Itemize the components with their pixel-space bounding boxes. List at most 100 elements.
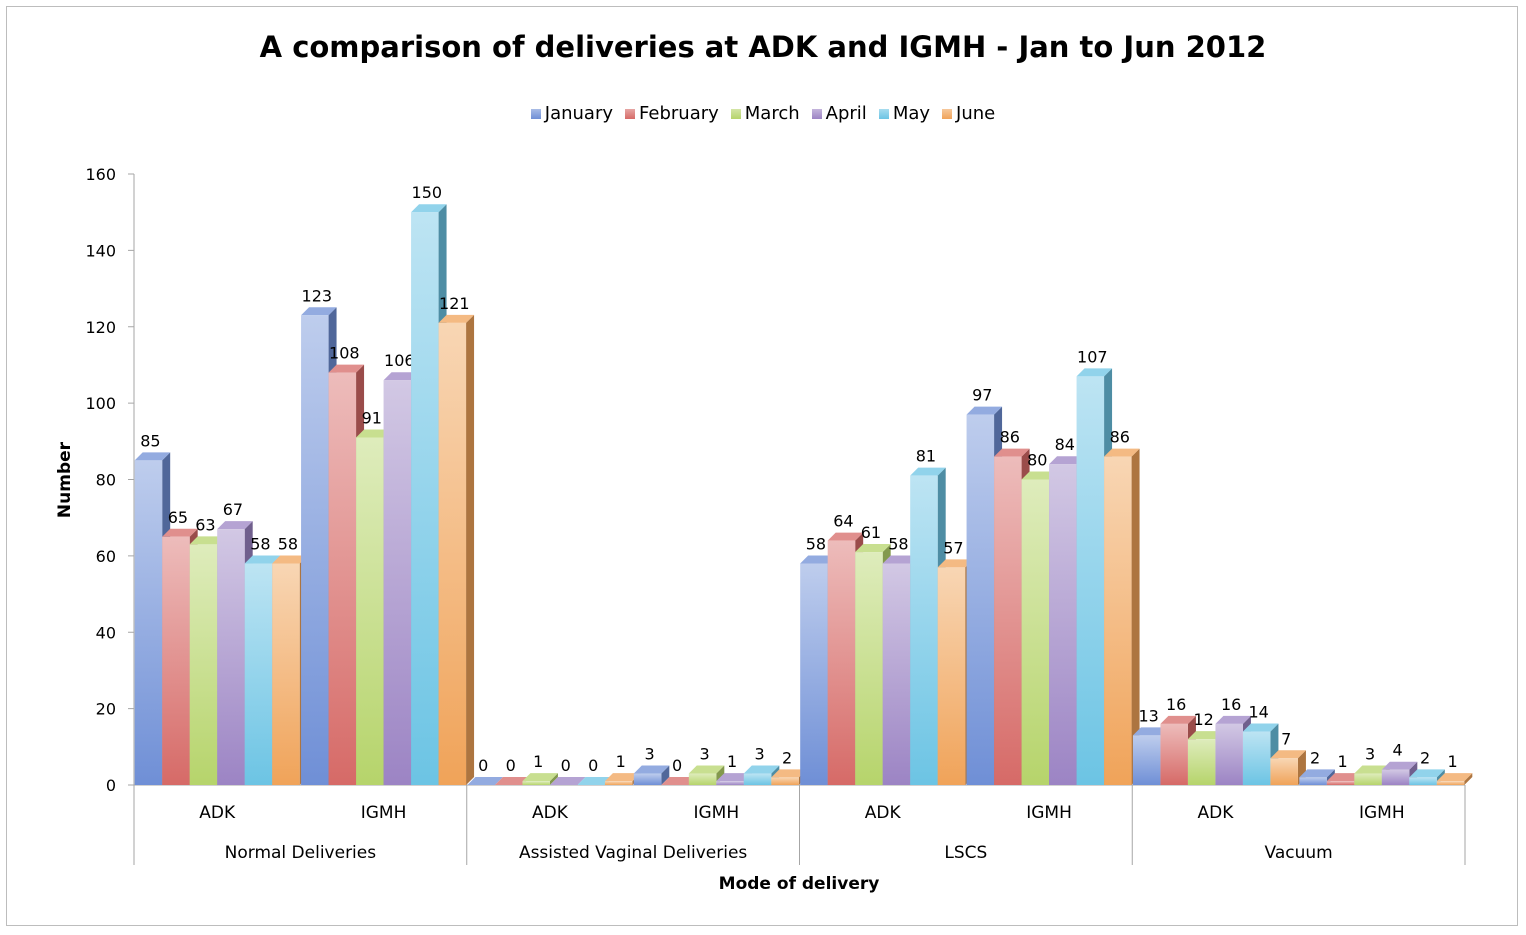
data-label: 3 bbox=[644, 745, 654, 764]
bar bbox=[1187, 739, 1216, 785]
bar bbox=[1270, 758, 1298, 785]
x-axis-title: Mode of delivery bbox=[719, 874, 880, 894]
group-label: Assisted Vaginal Deliveries bbox=[519, 843, 747, 863]
bar-top bbox=[1381, 761, 1418, 770]
y-tick-label: 80 bbox=[96, 471, 116, 490]
data-label: 85 bbox=[140, 431, 160, 450]
data-label: 12 bbox=[1194, 710, 1214, 729]
bar bbox=[1436, 781, 1465, 785]
bar-top bbox=[162, 528, 198, 537]
data-label: 3 bbox=[699, 745, 709, 764]
data-label: 123 bbox=[302, 286, 333, 305]
category-label: ADK bbox=[532, 803, 569, 823]
bar-top bbox=[633, 765, 670, 774]
data-label: 107 bbox=[1077, 347, 1108, 366]
bar-top bbox=[272, 555, 308, 564]
group-label: Vacuum bbox=[1265, 843, 1333, 863]
bar-top bbox=[994, 448, 1030, 457]
bar bbox=[1132, 735, 1161, 785]
bar-top bbox=[494, 777, 531, 785]
bar-top bbox=[549, 777, 586, 785]
data-label: 61 bbox=[861, 523, 881, 542]
bar-top bbox=[937, 559, 974, 568]
bar bbox=[522, 781, 550, 785]
bar bbox=[356, 437, 384, 785]
legend-label: March bbox=[744, 103, 800, 124]
y-tick-label: 60 bbox=[96, 547, 116, 566]
bar bbox=[604, 781, 633, 785]
legend-swatch bbox=[730, 108, 741, 119]
bar-top bbox=[1215, 715, 1251, 724]
bar bbox=[162, 536, 190, 785]
y-tick-label: 160 bbox=[85, 165, 116, 184]
bar-top bbox=[383, 372, 420, 381]
bar-top bbox=[134, 452, 171, 461]
data-label: 58 bbox=[888, 535, 908, 554]
category-label: IGMH bbox=[361, 803, 407, 823]
legend-item: May bbox=[878, 103, 930, 124]
bar bbox=[189, 544, 218, 785]
bar-top bbox=[1326, 773, 1363, 782]
bar bbox=[994, 456, 1022, 785]
legend-item: February bbox=[625, 103, 719, 124]
data-label: 58 bbox=[278, 535, 298, 554]
data-label: 57 bbox=[943, 538, 963, 557]
bar bbox=[1215, 723, 1243, 785]
bar-top bbox=[217, 521, 253, 530]
data-label: 58 bbox=[250, 535, 270, 554]
data-label: 1 bbox=[1447, 752, 1457, 771]
bar-top bbox=[438, 314, 475, 323]
data-label: 3 bbox=[754, 745, 764, 764]
category-label: ADK bbox=[1198, 803, 1235, 823]
bar-top bbox=[966, 406, 1003, 415]
data-label: 86 bbox=[1000, 428, 1020, 447]
legend-item: March bbox=[730, 103, 800, 124]
bar bbox=[1076, 376, 1105, 785]
legend-label: February bbox=[639, 103, 719, 124]
bar-side bbox=[1131, 448, 1140, 785]
data-label: 65 bbox=[168, 508, 188, 527]
data-label: 0 bbox=[561, 756, 571, 775]
y-tick-label: 0 bbox=[106, 776, 116, 795]
data-label: 16 bbox=[1221, 695, 1241, 714]
bar bbox=[411, 212, 439, 785]
bar bbox=[1104, 456, 1132, 785]
bar-top bbox=[411, 204, 447, 213]
bar-top bbox=[716, 773, 752, 782]
bar bbox=[383, 380, 412, 785]
data-label: 1 bbox=[727, 752, 737, 771]
bar-top bbox=[1354, 765, 1390, 774]
data-label: 1 bbox=[616, 752, 626, 771]
y-tick-label: 120 bbox=[85, 318, 116, 337]
data-label: 67 bbox=[223, 500, 243, 519]
bar bbox=[134, 460, 163, 785]
bar-top bbox=[522, 773, 558, 782]
bar bbox=[244, 563, 273, 785]
bar-top bbox=[467, 777, 503, 785]
bar bbox=[328, 372, 357, 785]
data-label: 63 bbox=[195, 515, 215, 534]
y-tick-label: 140 bbox=[85, 241, 116, 260]
bar-side bbox=[661, 765, 670, 785]
legend-swatch bbox=[811, 108, 822, 119]
bar bbox=[1299, 777, 1327, 785]
bar-top bbox=[1187, 731, 1224, 740]
data-label: 13 bbox=[1139, 706, 1159, 725]
bar bbox=[827, 540, 856, 785]
bar-top bbox=[827, 532, 864, 541]
group-label: Normal Deliveries bbox=[225, 843, 377, 863]
data-label: 80 bbox=[1027, 451, 1047, 470]
legend-swatch bbox=[878, 108, 889, 119]
bar-top bbox=[855, 544, 891, 553]
bar-top bbox=[1409, 769, 1445, 778]
bar bbox=[301, 315, 329, 785]
group-label: LSCS bbox=[944, 843, 987, 863]
bar bbox=[716, 781, 744, 785]
data-label: 1 bbox=[533, 752, 543, 771]
data-label: 106 bbox=[384, 351, 415, 370]
legend: January February March April May June bbox=[0, 103, 1526, 124]
bar-top bbox=[1132, 727, 1169, 736]
legend-label: April bbox=[825, 103, 867, 124]
bar-top bbox=[1270, 750, 1306, 759]
legend-swatch bbox=[942, 108, 953, 119]
